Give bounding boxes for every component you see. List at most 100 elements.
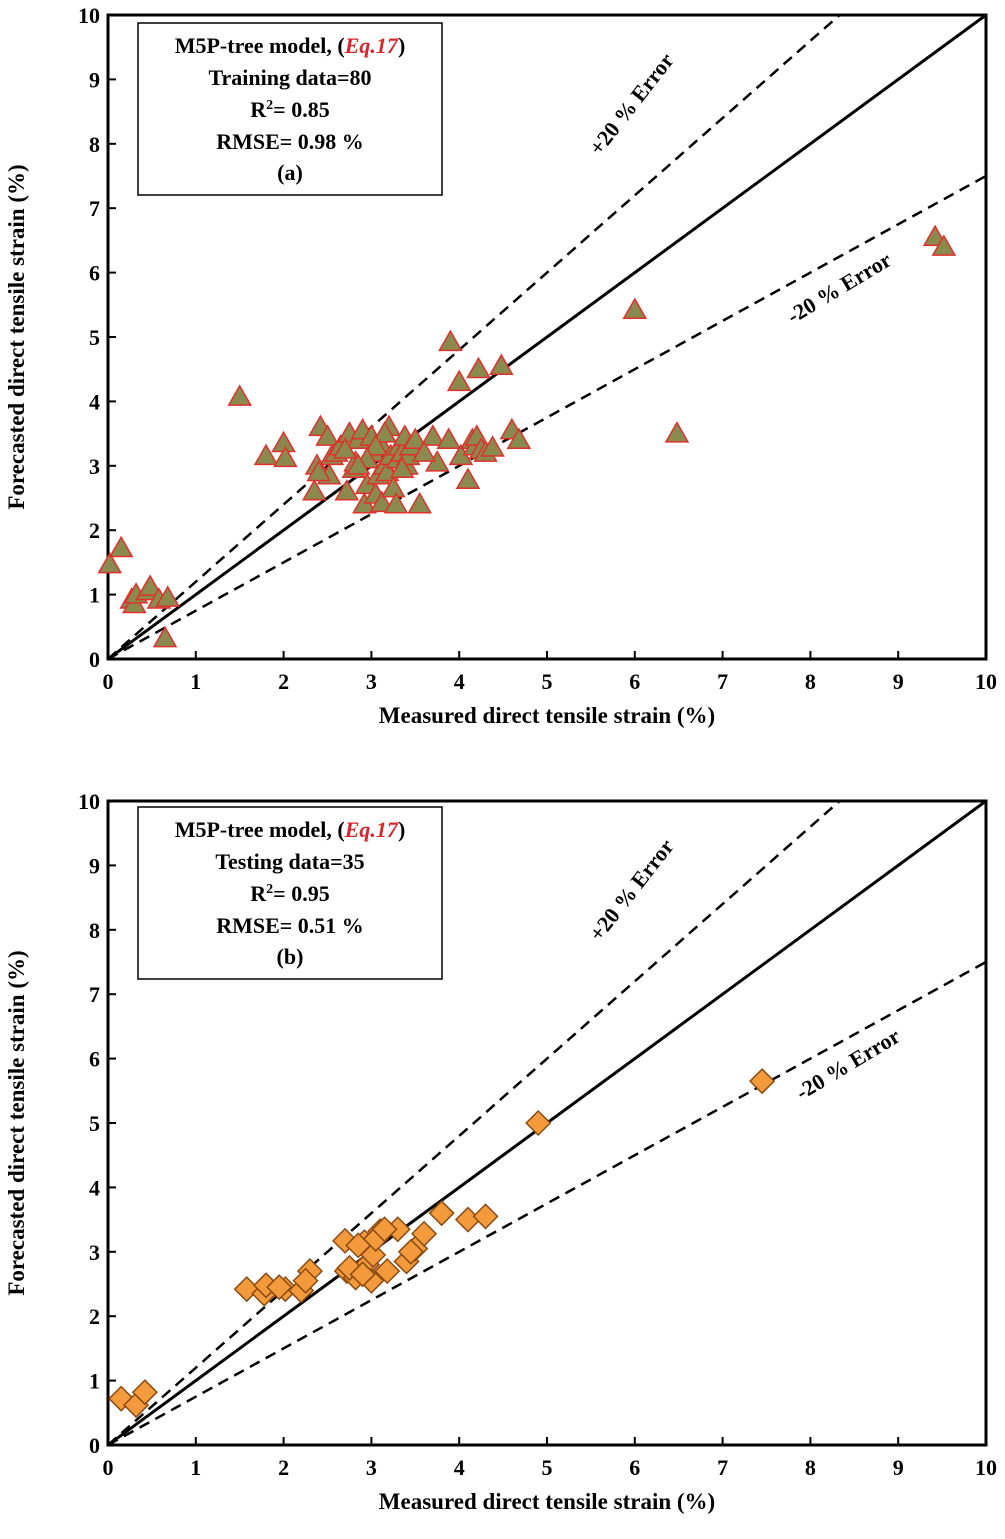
data-point — [438, 329, 463, 352]
x-tick-label: 4 — [454, 1455, 465, 1480]
data-point — [622, 297, 648, 319]
chart-panel-b: 0 1 2 3 4 5 6 7 8 9 10 0 1 2 3 4 5 6 7 8 9 10 Measured direct … — [4, 789, 997, 1514]
y-tick-label: 0 — [89, 647, 100, 672]
legend-r2: R2= 0.95 — [250, 881, 329, 906]
data-point — [315, 424, 340, 446]
y-tick-label: 7 — [89, 982, 100, 1007]
data-point — [749, 1068, 776, 1095]
x-tick-label: 8 — [805, 1455, 816, 1480]
data-points — [108, 1068, 776, 1419]
data-point — [389, 456, 415, 479]
data-point — [506, 427, 532, 450]
y-tick-label: 0 — [89, 1433, 100, 1458]
data-point — [472, 1203, 499, 1230]
x-tick-label: 6 — [629, 1455, 640, 1480]
data-point — [369, 490, 395, 513]
y-tick-label: 6 — [89, 261, 100, 286]
x-tick-label: 1 — [190, 1455, 201, 1480]
ideal-line — [108, 15, 986, 659]
x-tick-label: 2 — [278, 1455, 289, 1480]
data-point — [664, 421, 690, 443]
data-point — [332, 437, 358, 459]
legend-rmse: RMSE= 0.51 % — [216, 913, 364, 938]
x-tick-label: 0 — [103, 1455, 114, 1480]
plus-20-error-label: +20 % Error — [584, 834, 679, 946]
legend-data-count: Training data=80 — [208, 65, 371, 90]
data-point — [363, 433, 389, 456]
y-tick-label: 8 — [89, 132, 100, 157]
data-point — [436, 427, 461, 450]
legend-model: M5P-tree model, (Eq.17) — [175, 33, 406, 58]
x-tick-label: 10 — [975, 1455, 997, 1480]
legend-close: ) — [398, 817, 405, 842]
x-axis-title: Measured direct tensile strain (%) — [379, 1489, 715, 1514]
data-point — [428, 1200, 455, 1227]
data-point — [383, 491, 409, 514]
data-point — [271, 430, 296, 453]
x-tick-label: 7 — [717, 1455, 728, 1480]
y-tick-label: 3 — [89, 454, 100, 479]
data-point — [253, 443, 279, 466]
minus-20-error-line — [108, 960, 986, 1445]
data-point — [525, 1109, 552, 1137]
data-point — [273, 445, 298, 468]
x-tick-label: 5 — [542, 669, 553, 694]
x-tick-label: 4 — [454, 669, 465, 694]
y-tick-label: 3 — [89, 1240, 100, 1265]
data-point — [931, 234, 957, 256]
y-tick-label: 9 — [89, 853, 100, 878]
legend-model-name: M5P-tree model, ( — [175, 33, 345, 58]
x-tick-label: 5 — [542, 1455, 553, 1480]
legend-panel-label: (b) — [277, 944, 304, 969]
legend-panel-label: (a) — [277, 160, 303, 185]
data-point — [334, 479, 360, 501]
data-point — [292, 1267, 319, 1294]
y-tick-label: 4 — [89, 389, 100, 414]
y-tick-label: 2 — [89, 1304, 100, 1329]
y-tick-label: 10 — [78, 789, 100, 814]
minus-20-error-label: -20 % Error — [791, 1023, 904, 1105]
x-tick-label: 6 — [629, 669, 640, 694]
data-point — [108, 535, 134, 558]
data-point — [302, 479, 327, 501]
legend-equation: Eq.17 — [344, 817, 399, 842]
y-tick-label: 5 — [89, 325, 100, 350]
legend-box: M5P-tree model, (Eq.17) Training data=80 R… — [137, 22, 443, 196]
legend-close: ) — [398, 33, 405, 58]
x-axis-title: Measured direct tensile strain (%) — [379, 703, 715, 728]
legend-r2-value: = 0.85 — [273, 97, 330, 122]
legend-r2-prefix: R — [250, 881, 267, 906]
y-tick-label: 5 — [89, 1111, 100, 1136]
x-tick-label: 3 — [366, 1455, 377, 1480]
legend-frame — [137, 22, 443, 196]
data-points — [97, 224, 957, 648]
minus-20-error-line — [108, 174, 986, 659]
data-point — [411, 440, 437, 462]
data-point — [455, 467, 481, 489]
legend-r2-prefix: R — [250, 97, 267, 122]
chart-panel-a: 0 1 2 3 4 5 6 7 8 9 10 0 1 2 3 4 5 6 7 8 9 10 Measured direct … — [4, 3, 997, 728]
legend-r2: R2= 0.85 — [250, 97, 329, 122]
plus-20-error-line — [108, 15, 842, 659]
x-tick-label: 7 — [717, 669, 728, 694]
y-tick-label: 1 — [89, 583, 100, 608]
data-point — [407, 491, 432, 514]
legend-data-count: Testing data=35 — [215, 849, 364, 874]
data-point — [266, 1274, 293, 1301]
data-point — [306, 459, 332, 482]
y-tick-label: 6 — [89, 1047, 100, 1072]
y-tick-label: 8 — [89, 918, 100, 943]
x-tick-label: 2 — [278, 669, 289, 694]
y-axis-title: Forecasted direct tensile strain (%) — [4, 164, 29, 509]
legend-frame — [137, 806, 443, 980]
data-point — [372, 421, 397, 443]
data-point — [97, 551, 123, 574]
legend-box: M5P-tree model, (Eq.17) Testing data=35 R2… — [137, 806, 443, 980]
x-tick-label: 10 — [975, 669, 997, 694]
data-point — [411, 1220, 438, 1247]
y-tick-label: 10 — [78, 3, 100, 28]
data-point — [397, 1238, 424, 1265]
legend-equation: Eq.17 — [344, 33, 399, 58]
x-tick-label: 9 — [893, 1455, 904, 1480]
x-tick-label: 8 — [805, 669, 816, 694]
